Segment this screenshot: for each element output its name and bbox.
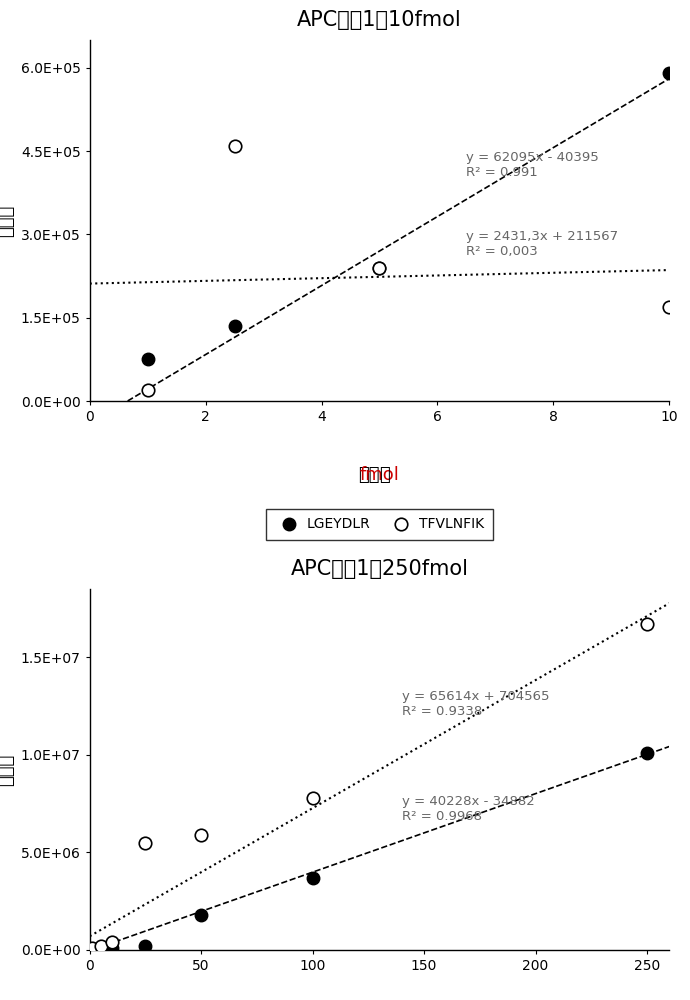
Text: ）: ） <box>380 466 391 484</box>
Legend: LGEYDLR, TFVLNFIK: LGEYDLR, TFVLNFIK <box>266 509 493 540</box>
Y-axis label: 峰面积: 峰面积 <box>0 204 15 237</box>
Text: y = 40228x - 34882
R² = 0.9968: y = 40228x - 34882 R² = 0.9968 <box>402 795 535 823</box>
Text: 肽（: 肽（ <box>358 466 380 484</box>
Text: y = 65614x + 704565
R² = 0.9338: y = 65614x + 704565 R² = 0.9338 <box>402 690 549 718</box>
Title: APC肽，1至250fmol: APC肽，1至250fmol <box>290 559 469 579</box>
Text: y = 62095x - 40395
R² = 0.991: y = 62095x - 40395 R² = 0.991 <box>466 151 599 179</box>
Y-axis label: 峰面积: 峰面积 <box>0 753 15 786</box>
Text: y = 2431,3x + 211567
R² = 0,003: y = 2431,3x + 211567 R² = 0,003 <box>466 230 618 258</box>
Title: APC肽，1至10fmol: APC肽，1至10fmol <box>297 10 462 30</box>
Text: fmol: fmol <box>359 466 400 484</box>
